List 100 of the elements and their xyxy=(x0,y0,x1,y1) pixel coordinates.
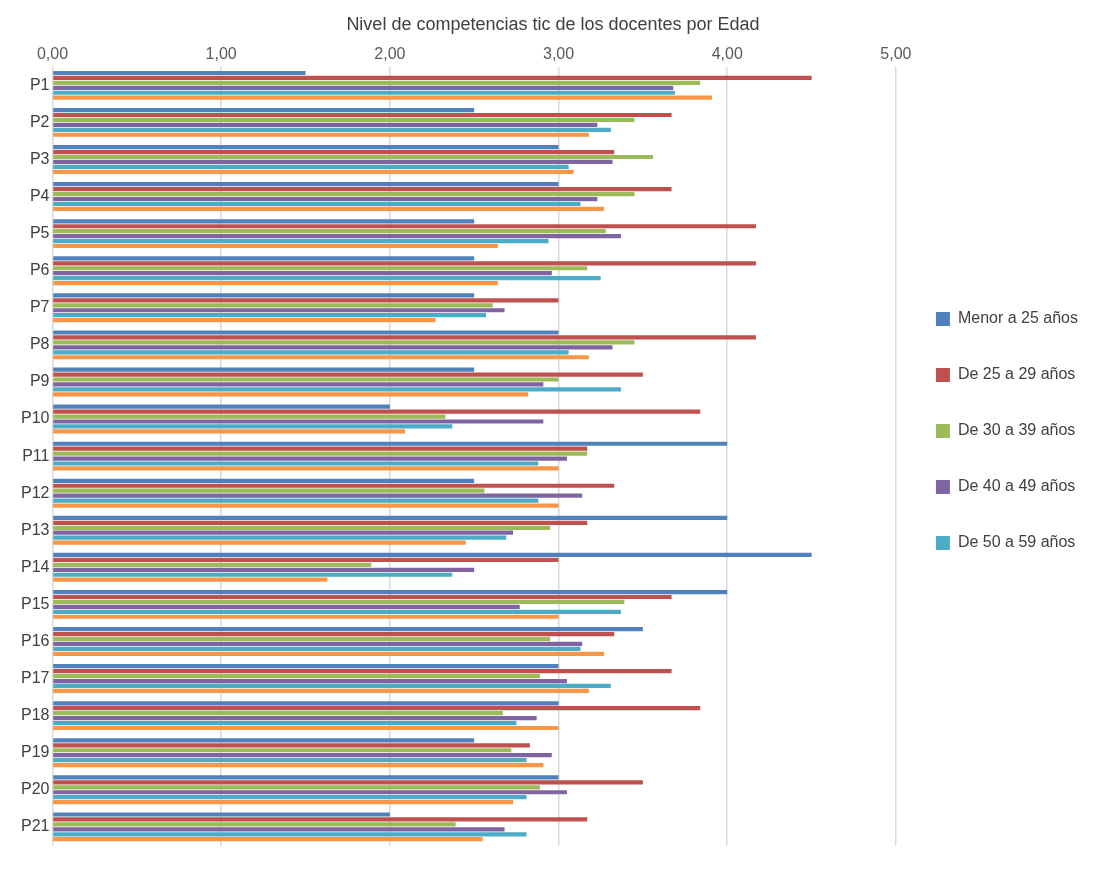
bar xyxy=(53,303,493,308)
bar xyxy=(53,631,615,637)
bar xyxy=(53,651,605,656)
bar xyxy=(53,149,615,155)
y-tick-label: P9 xyxy=(29,372,50,390)
bar xyxy=(53,664,559,669)
bar xyxy=(53,127,611,132)
bar xyxy=(53,330,559,335)
bar xyxy=(53,112,672,118)
x-tick-label: 5,00 xyxy=(880,44,912,62)
bar xyxy=(53,191,635,197)
bar xyxy=(53,488,485,493)
bar xyxy=(53,429,406,434)
bar xyxy=(53,461,539,466)
bar xyxy=(53,669,672,674)
bar xyxy=(53,790,567,795)
bar xyxy=(53,609,621,614)
y-tick-label: P6 xyxy=(29,261,50,279)
bar xyxy=(53,557,559,563)
bar xyxy=(53,795,527,800)
bar xyxy=(53,478,475,483)
bar xyxy=(53,599,625,605)
bar xyxy=(53,456,567,461)
bar xyxy=(53,483,615,488)
bar xyxy=(53,293,475,298)
bar xyxy=(53,646,581,651)
legend-label: De 30 a 39 años xyxy=(957,421,1076,439)
bar xyxy=(53,748,512,753)
y-tick-label: P21 xyxy=(21,817,50,835)
bar xyxy=(53,298,559,303)
bar xyxy=(53,335,756,340)
x-tick-label: 1,00 xyxy=(205,44,237,62)
bar xyxy=(53,673,540,679)
bar xyxy=(53,132,589,137)
y-tick-label: P10 xyxy=(21,409,50,427)
y-tick-label: P2 xyxy=(29,112,50,130)
bar xyxy=(53,224,756,229)
y-tick-label: P7 xyxy=(29,298,50,316)
bar xyxy=(53,520,588,525)
bar xyxy=(53,762,544,768)
bar xyxy=(53,367,475,372)
bar xyxy=(53,80,701,85)
bar xyxy=(53,678,567,684)
bar xyxy=(53,743,530,748)
bar xyxy=(53,377,559,382)
bar xyxy=(53,832,527,837)
x-tick-label: 2,00 xyxy=(374,44,406,62)
bar xyxy=(53,540,466,545)
bar xyxy=(53,164,569,170)
y-tick-label: P8 xyxy=(29,335,50,353)
bar xyxy=(53,775,559,780)
bar xyxy=(53,182,559,187)
bar xyxy=(53,340,635,345)
bar xyxy=(53,313,486,318)
bar xyxy=(53,419,544,424)
bar xyxy=(53,562,372,567)
bar xyxy=(53,817,588,822)
bar xyxy=(53,688,589,694)
bar xyxy=(53,122,598,127)
bar xyxy=(53,261,756,266)
bar xyxy=(53,577,328,582)
bar xyxy=(53,271,552,276)
bar xyxy=(53,159,613,165)
bar xyxy=(53,266,588,271)
bar xyxy=(53,567,475,572)
legend-label: Menor a 25 años xyxy=(957,309,1078,327)
bar xyxy=(53,552,812,558)
bar xyxy=(53,117,635,123)
y-tick-label: P17 xyxy=(21,668,50,686)
bar xyxy=(53,276,601,281)
bar xyxy=(53,604,520,609)
bar xyxy=(53,219,475,224)
bar xyxy=(53,800,513,805)
bar xyxy=(53,594,672,600)
bar xyxy=(53,387,621,392)
bar xyxy=(53,822,456,827)
bar xyxy=(53,154,654,160)
bar xyxy=(53,372,643,377)
bar xyxy=(53,409,701,414)
bar xyxy=(53,169,574,174)
y-tick-label: P5 xyxy=(29,224,50,242)
bar xyxy=(53,466,559,471)
legend-label: De 25 a 29 años xyxy=(957,365,1076,383)
bar xyxy=(53,572,453,577)
bar xyxy=(53,535,507,540)
bar xyxy=(53,753,552,758)
bar xyxy=(53,837,483,842)
y-tick-label: P11 xyxy=(22,446,50,464)
bar xyxy=(53,530,513,535)
bar xyxy=(53,725,559,731)
x-tick-label: 4,00 xyxy=(711,44,743,62)
bar xyxy=(53,238,549,244)
y-tick-label: P12 xyxy=(21,483,50,501)
bar xyxy=(53,706,701,711)
bar xyxy=(53,780,643,785)
bar xyxy=(53,441,728,446)
bar xyxy=(53,196,598,202)
bar xyxy=(53,503,559,508)
bar xyxy=(53,446,588,451)
bar xyxy=(53,308,505,313)
